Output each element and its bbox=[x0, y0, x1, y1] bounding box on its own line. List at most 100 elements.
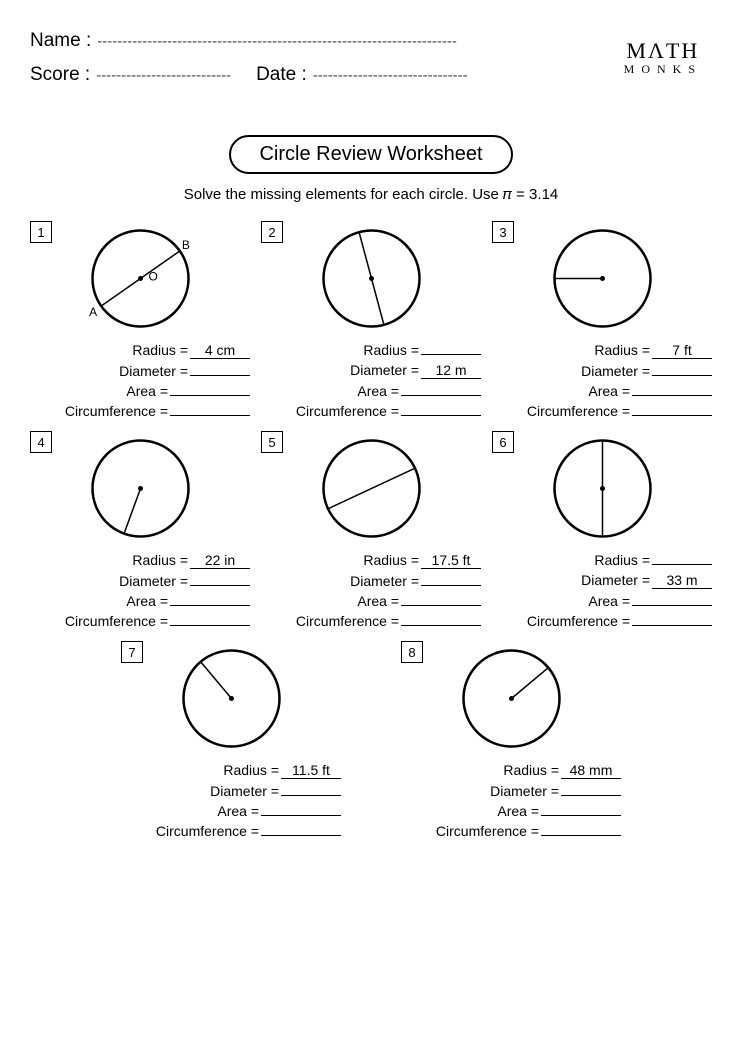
answer-row: Circumference = bbox=[30, 403, 250, 419]
answer-row: Circumference = bbox=[261, 403, 481, 419]
answer-label: Radius = bbox=[594, 552, 650, 568]
name-field[interactable]: Name : ---------------------------------… bbox=[30, 30, 712, 52]
answer-row: Diameter = bbox=[261, 573, 481, 589]
svg-text:A: A bbox=[89, 305, 97, 319]
answer-blank[interactable]: 4 cm bbox=[190, 342, 250, 359]
answer-blank[interactable] bbox=[421, 354, 481, 355]
answer-blank[interactable] bbox=[541, 835, 621, 836]
answer-row: Radius = 17.5 ft bbox=[261, 552, 481, 569]
answer-label: Diameter = bbox=[350, 362, 419, 378]
circle-diagram bbox=[83, 431, 198, 546]
answer-blank[interactable] bbox=[281, 795, 341, 796]
answer-label: Area = bbox=[588, 593, 630, 609]
answer-blank[interactable] bbox=[190, 375, 250, 376]
answer-row: Diameter = bbox=[121, 783, 341, 799]
answer-row: Radius = bbox=[261, 342, 481, 358]
answer-label: Diameter = bbox=[490, 783, 559, 799]
problem-row: 4 Radius = 22 in Diameter = Area = Circu… bbox=[30, 431, 712, 633]
problem: 6 Radius = Diameter = 33 m Area = Circum… bbox=[492, 431, 712, 633]
answer-label: Diameter = bbox=[119, 573, 188, 589]
date-field[interactable]: Date : ------------------------------- bbox=[256, 64, 468, 86]
problem-number: 8 bbox=[401, 641, 423, 663]
answer-row: Radius = 7 ft bbox=[492, 342, 712, 359]
answer-blank[interactable] bbox=[170, 415, 250, 416]
answer-blank[interactable] bbox=[401, 605, 481, 606]
answer-blank[interactable]: 17.5 ft bbox=[421, 552, 481, 569]
answer-row: Circumference = bbox=[401, 823, 621, 839]
answer-row: Diameter = bbox=[30, 573, 250, 589]
answer-row: Area = bbox=[121, 803, 341, 819]
answer-row: Radius = 22 in bbox=[30, 552, 250, 569]
answer-row: Area = bbox=[30, 593, 250, 609]
answer-label: Circumference = bbox=[527, 613, 630, 629]
answers: Radius = 17.5 ft Diameter = Area = Circu… bbox=[261, 552, 481, 629]
problem-number: 5 bbox=[261, 431, 283, 453]
answer-blank[interactable] bbox=[652, 375, 712, 376]
problem-number: 4 bbox=[30, 431, 52, 453]
answer-blank[interactable] bbox=[170, 605, 250, 606]
answer-label: Area = bbox=[126, 593, 168, 609]
answers: Radius = 4 cm Diameter = Area = Circumfe… bbox=[30, 342, 250, 419]
circle-diagram bbox=[174, 641, 289, 756]
answer-blank[interactable] bbox=[190, 585, 250, 586]
answer-blank[interactable] bbox=[632, 415, 712, 416]
answer-blank[interactable]: 22 in bbox=[190, 552, 250, 569]
answer-blank[interactable] bbox=[652, 564, 712, 565]
answer-blank[interactable] bbox=[632, 625, 712, 626]
answer-row: Diameter = bbox=[30, 363, 250, 379]
answer-blank[interactable] bbox=[421, 585, 481, 586]
answer-blank[interactable] bbox=[401, 625, 481, 626]
answer-label: Area = bbox=[357, 383, 399, 399]
problem: 5 Radius = 17.5 ft Diameter = Area = Cir… bbox=[261, 431, 481, 633]
answer-blank[interactable] bbox=[561, 795, 621, 796]
answer-row: Area = bbox=[492, 383, 712, 399]
answer-row: Area = bbox=[30, 383, 250, 399]
header: Name : ---------------------------------… bbox=[30, 30, 712, 120]
answer-blank[interactable] bbox=[170, 395, 250, 396]
answer-blank[interactable] bbox=[170, 625, 250, 626]
svg-text:B: B bbox=[181, 238, 189, 252]
answer-label: Area = bbox=[588, 383, 630, 399]
answer-label: Radius = bbox=[132, 552, 188, 568]
name-label: Name : bbox=[30, 30, 91, 52]
logo-main: MΛTH bbox=[624, 38, 702, 64]
title-wrap: Circle Review Worksheet bbox=[30, 135, 712, 174]
answer-label: Radius = bbox=[363, 552, 419, 568]
answer-label: Radius = bbox=[132, 342, 188, 358]
answer-row: Circumference = bbox=[492, 403, 712, 419]
answer-blank[interactable]: 7 ft bbox=[652, 342, 712, 359]
answers: Radius = 7 ft Diameter = Area = Circumfe… bbox=[492, 342, 712, 419]
answer-blank[interactable] bbox=[261, 815, 341, 816]
problem-row: 1 OBA Radius = 4 cm Diameter = Area = Ci… bbox=[30, 221, 712, 423]
problem-number: 2 bbox=[261, 221, 283, 243]
problem: 7 Radius = 11.5 ft Diameter = Area = Cir… bbox=[121, 641, 341, 843]
answer-blank[interactable] bbox=[401, 415, 481, 416]
answer-blank[interactable]: 12 m bbox=[421, 362, 481, 379]
circle-diagram bbox=[545, 431, 660, 546]
answer-label: Radius = bbox=[594, 342, 650, 358]
name-blank: ----------------------------------------… bbox=[97, 33, 457, 50]
problem-row: 7 Radius = 11.5 ft Diameter = Area = Cir… bbox=[30, 641, 712, 843]
answer-blank[interactable]: 11.5 ft bbox=[281, 762, 341, 779]
page-title: Circle Review Worksheet bbox=[229, 135, 512, 174]
svg-text:O: O bbox=[148, 270, 157, 284]
answers: Radius = 22 in Diameter = Area = Circumf… bbox=[30, 552, 250, 629]
answer-label: Circumference = bbox=[527, 403, 630, 419]
answer-blank[interactable] bbox=[261, 835, 341, 836]
answer-row: Circumference = bbox=[492, 613, 712, 629]
answer-label: Circumference = bbox=[65, 613, 168, 629]
problem-number: 3 bbox=[492, 221, 514, 243]
answer-blank[interactable] bbox=[632, 395, 712, 396]
answer-blank[interactable]: 48 mm bbox=[561, 762, 621, 779]
answer-blank[interactable] bbox=[632, 605, 712, 606]
problem: 3 Radius = 7 ft Diameter = Area = Circum… bbox=[492, 221, 712, 423]
answer-blank[interactable] bbox=[401, 395, 481, 396]
answer-label: Area = bbox=[217, 803, 259, 819]
problem: 2 Radius = Diameter = 12 m Area = Circum… bbox=[261, 221, 481, 423]
answer-row: Circumference = bbox=[121, 823, 341, 839]
answer-blank[interactable]: 33 m bbox=[652, 572, 712, 589]
score-field[interactable]: Score : --------------------------- bbox=[30, 64, 231, 86]
answer-label: Diameter = bbox=[581, 572, 650, 588]
answer-label: Diameter = bbox=[350, 573, 419, 589]
answer-blank[interactable] bbox=[541, 815, 621, 816]
